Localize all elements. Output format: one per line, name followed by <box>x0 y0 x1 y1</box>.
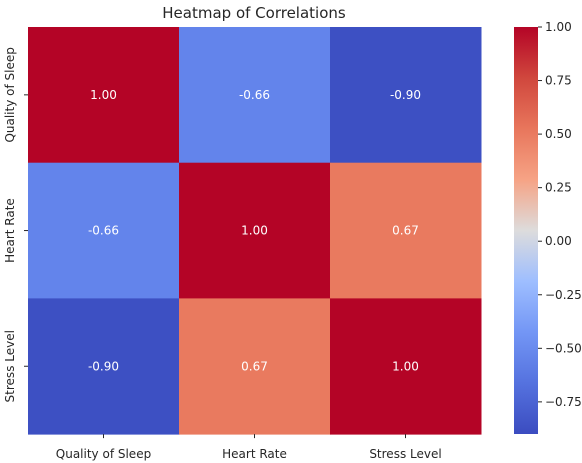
colorbar-tick-label: 0.25 <box>545 181 572 195</box>
cell-value-label: -0.66 <box>88 224 119 238</box>
y-tick-label: Heart Rate <box>3 198 17 263</box>
heatmap-cell <box>28 162 180 299</box>
heatmap-cell <box>330 27 482 164</box>
x-axis-ticks: Quality of Sleep Heart Rate Stress Level <box>56 434 442 461</box>
cell-value-label: -0.90 <box>390 88 421 102</box>
colorbar-tick-label: 0.75 <box>545 74 572 88</box>
y-axis-ticks: Quality of Sleep Heart Rate Stress Level <box>3 47 28 402</box>
cell-value-label: 1.00 <box>90 88 117 102</box>
colorbar-tick-label: 0.50 <box>545 127 572 141</box>
heatmap-cell <box>330 162 482 299</box>
heatmap-cell <box>179 298 331 435</box>
colorbar-tick-label: 0.00 <box>545 234 572 248</box>
cell-value-label: 1.00 <box>241 224 268 238</box>
cell-value-label: 1.00 <box>392 359 419 373</box>
colorbar-tick-label: −0.25 <box>545 288 582 302</box>
chart-title: Heatmap of Correlations <box>162 4 346 22</box>
colorbar-tick-label: −0.75 <box>545 395 582 409</box>
x-tick-label: Quality of Sleep <box>56 447 151 461</box>
y-tick-label: Stress Level <box>3 330 17 402</box>
cell-value-label: 0.67 <box>241 359 268 373</box>
colorbar <box>514 27 538 434</box>
cell-value-label: 0.67 <box>392 224 419 238</box>
heatmap-cell <box>330 298 482 435</box>
colorbar-tick-label: 1.00 <box>545 20 572 34</box>
y-tick-label: Quality of Sleep <box>3 47 17 142</box>
heatmap-cell <box>179 162 331 299</box>
heatmap-cell <box>28 298 180 435</box>
x-tick-label: Heart Rate <box>222 447 287 461</box>
cell-value-label: -0.90 <box>88 359 119 373</box>
heatmap-cells: 1.00 -0.66 -0.90 -0.66 1.00 0.67 -0.90 0.67 1.00 <box>28 27 482 435</box>
heatmap-cell <box>179 27 331 164</box>
cell-value-label: -0.66 <box>239 88 270 102</box>
colorbar-tick-label: −0.50 <box>545 341 582 355</box>
colorbar-ticks: 1.00 0.75 0.50 0.25 0.00 −0.25 −0.50 −0.75 <box>538 20 582 409</box>
heatmap-cell <box>28 27 180 164</box>
x-tick-label: Stress Level <box>369 447 441 461</box>
